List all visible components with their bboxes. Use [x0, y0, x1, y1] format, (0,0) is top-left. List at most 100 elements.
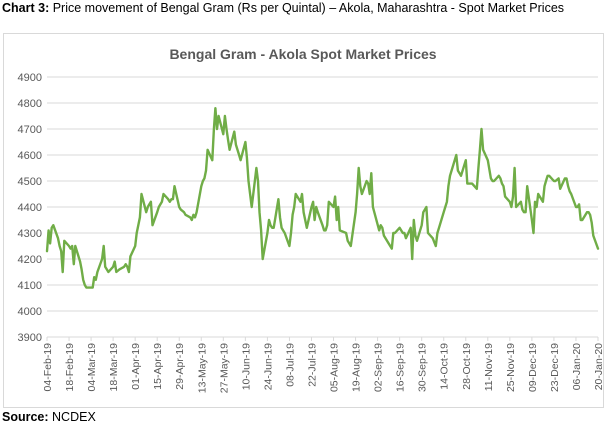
- data-point: [542, 201, 544, 203]
- data-point: [57, 237, 59, 239]
- y-tick-label: 4100: [18, 280, 42, 292]
- data-point: [227, 138, 229, 140]
- data-point: [458, 172, 461, 174]
- x-tick-label: 27-May-19: [218, 343, 230, 393]
- y-tick-label: 4800: [18, 98, 42, 110]
- data-point: [273, 227, 275, 229]
- data-point: [216, 128, 218, 130]
- data-point: [218, 115, 220, 117]
- data-point: [104, 266, 106, 268]
- data-point: [553, 180, 555, 182]
- data-point: [95, 279, 97, 281]
- data-point: [136, 232, 138, 234]
- data-point: [581, 219, 583, 221]
- data-point: [48, 229, 50, 231]
- data-point: [315, 206, 317, 208]
- data-point: [279, 216, 281, 218]
- data-point: [339, 229, 341, 231]
- data-point: [290, 232, 292, 234]
- data-point: [266, 232, 268, 234]
- data-point: [295, 193, 297, 195]
- data-point: [564, 177, 566, 179]
- data-point: [525, 211, 527, 213]
- chart-title: Bengal Gram - Akola Spot Market Prices: [169, 46, 436, 62]
- data-point: [225, 128, 228, 130]
- data-point: [372, 206, 374, 208]
- data-point: [150, 201, 152, 203]
- y-tick-label: 4200: [18, 254, 42, 266]
- data-point: [532, 232, 535, 234]
- data-point: [304, 219, 306, 221]
- data-point: [578, 203, 580, 205]
- data-point: [224, 115, 226, 117]
- y-tick-label: 3900: [18, 332, 42, 344]
- data-point: [567, 185, 569, 187]
- data-point: [531, 219, 533, 221]
- data-point: [588, 211, 590, 213]
- source-text: NCDEX: [48, 410, 96, 424]
- data-point: [269, 224, 272, 226]
- data-point: [580, 219, 582, 221]
- x-tick-label: 24-Jun-19: [262, 343, 274, 390]
- data-point: [547, 175, 549, 177]
- data-point: [416, 240, 418, 242]
- data-point: [115, 271, 117, 273]
- x-tick-label: 25-Nov-19: [505, 343, 517, 392]
- data-point: [449, 175, 451, 177]
- data-point: [520, 201, 522, 203]
- data-point: [512, 196, 514, 198]
- data-point: [299, 201, 302, 203]
- data-point: [205, 170, 207, 172]
- x-tick-label: 06-Jan-20: [571, 343, 583, 390]
- data-point: [399, 227, 401, 229]
- data-point: [586, 211, 588, 213]
- data-point: [107, 271, 109, 273]
- data-point: [114, 261, 116, 263]
- data-point: [167, 198, 169, 200]
- data-point: [156, 211, 158, 213]
- data-point: [73, 263, 75, 265]
- data-point: [235, 144, 237, 146]
- data-point: [402, 232, 404, 234]
- data-point: [446, 201, 448, 203]
- series-layer: [45, 106, 600, 289]
- data-point: [82, 279, 84, 281]
- x-tick-label: 13-May-19: [196, 343, 208, 393]
- data-point: [334, 196, 336, 198]
- data-point: [499, 177, 501, 179]
- data-point: [403, 232, 405, 234]
- data-point: [482, 149, 484, 151]
- source-label: Source:: [2, 410, 49, 424]
- data-point: [60, 250, 62, 252]
- data-point: [158, 206, 160, 208]
- data-point: [537, 193, 539, 195]
- data-point: [444, 206, 446, 208]
- data-point: [570, 193, 572, 195]
- data-point: [325, 229, 327, 231]
- data-point: [271, 227, 273, 229]
- data-point: [262, 258, 264, 260]
- data-point: [510, 206, 512, 208]
- data-point: [151, 224, 154, 226]
- data-point: [112, 266, 114, 268]
- data-point: [502, 185, 505, 187]
- data-point: [202, 180, 204, 182]
- data-point: [569, 190, 571, 192]
- data-point: [200, 185, 202, 187]
- data-point: [128, 271, 130, 273]
- y-tick-label: 4500: [18, 176, 42, 188]
- data-point: [84, 284, 86, 286]
- data-point: [388, 242, 390, 244]
- data-point: [356, 193, 358, 195]
- data-point: [145, 211, 147, 213]
- data-point: [422, 211, 424, 213]
- data-point: [358, 167, 360, 169]
- data-point: [123, 266, 125, 268]
- data-point: [314, 219, 316, 221]
- data-point: [62, 271, 64, 273]
- data-point: [310, 206, 313, 208]
- data-point: [303, 211, 305, 213]
- data-point: [591, 222, 593, 224]
- data-point: [106, 268, 108, 270]
- data-point: [411, 258, 413, 260]
